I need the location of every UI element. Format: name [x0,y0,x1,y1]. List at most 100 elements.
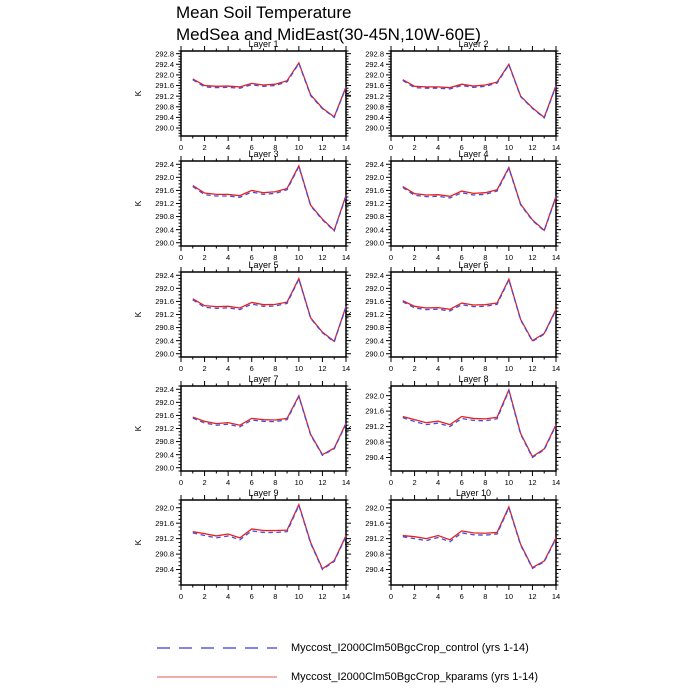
svg-text:290.0: 290.0 [155,124,174,133]
svg-text:290.8: 290.8 [365,323,384,332]
panel-title: Layer 10 [456,488,491,498]
legend-row-kparams: Myccost_I2000Clm50BgcCrop_kparams (yrs 1… [155,670,538,684]
svg-text:2: 2 [412,478,416,487]
panel-layer-4: Layer 4 0 2 4 6 8 10 12 14 290.0 290.4 290.8 291.2 29… [341,148,571,264]
svg-text:0: 0 [389,478,393,487]
svg-text:10: 10 [295,143,303,152]
svg-text:10: 10 [295,592,303,601]
svg-text:12: 12 [318,478,326,487]
legend-label-kparams: Myccost_I2000Clm50BgcCrop_kparams (yrs 1… [291,671,538,683]
panel-layer-5: Layer 5 0 2 4 6 8 10 12 14 290.0 290.4 290.8 291.2 29… [131,259,361,375]
kparams-line [192,164,347,232]
svg-text:2: 2 [412,364,416,373]
svg-text:8: 8 [483,592,487,601]
control-line [402,63,557,120]
svg-text:2: 2 [202,364,206,373]
figure-title: Mean Soil Temperature MedSea and MidEast(… [176,2,481,46]
svg-text:291.2: 291.2 [365,422,384,431]
kparams-line [402,505,557,569]
svg-text:290.0: 290.0 [365,124,384,133]
panel-title: Layer 7 [248,374,278,384]
panel-layer-10: Layer 10 0 2 4 6 8 10 12 14 290.4 290.8 291.2 291.6 2… [341,487,571,603]
svg-text:290.8: 290.8 [155,212,174,221]
svg-text:12: 12 [318,592,326,601]
svg-text:291.2: 291.2 [365,92,384,101]
svg-text:4: 4 [436,592,440,601]
svg-text:291.6: 291.6 [155,81,174,90]
svg-text:291.6: 291.6 [155,411,174,420]
solid-line-sample [157,676,277,678]
svg-text:14: 14 [342,143,350,152]
svg-text:14: 14 [552,364,560,373]
svg-text:291.6: 291.6 [365,519,384,528]
svg-text:4: 4 [226,478,230,487]
svg-text:292.0: 292.0 [365,391,384,400]
panel-layer-3: Layer 3 0 2 4 6 8 10 12 14 290.0 290.4 290.8 291.2 29… [131,148,361,264]
control-line [402,278,557,343]
svg-text:4: 4 [226,253,230,262]
svg-text:292.4: 292.4 [155,271,174,280]
svg-text:2: 2 [412,592,416,601]
svg-text:14: 14 [342,364,350,373]
svg-text:290.4: 290.4 [365,336,384,345]
svg-text:292.0: 292.0 [155,173,174,182]
svg-text:291.6: 291.6 [155,297,174,306]
svg-text:0: 0 [389,364,393,373]
svg-text:291.6: 291.6 [155,186,174,195]
kparams-line [402,165,557,232]
svg-text:0: 0 [179,592,183,601]
svg-text:290.4: 290.4 [365,113,384,122]
svg-text:6: 6 [460,253,464,262]
svg-text:4: 4 [436,143,440,152]
svg-text:291.2: 291.2 [155,424,174,433]
svg-text:290.8: 290.8 [365,438,384,447]
svg-text:292.4: 292.4 [155,60,174,69]
svg-text:8: 8 [273,364,277,373]
svg-text:4: 4 [226,592,230,601]
svg-text:290.8: 290.8 [365,550,384,559]
svg-text:12: 12 [528,364,536,373]
svg-text:292.8: 292.8 [155,49,174,58]
panel-title: Layer 2 [458,39,488,49]
svg-text:6: 6 [460,478,464,487]
svg-text:292.4: 292.4 [155,385,174,394]
svg-text:2: 2 [202,592,206,601]
svg-text:290.4: 290.4 [155,450,174,459]
kparams-line [192,394,347,456]
svg-text:6: 6 [460,143,464,152]
svg-text:14: 14 [342,253,350,262]
control-line [402,388,557,459]
svg-text:292.0: 292.0 [365,173,384,182]
svg-text:4: 4 [226,143,230,152]
svg-text:292.0: 292.0 [155,284,174,293]
svg-text:291.2: 291.2 [155,310,174,319]
svg-text:290.4: 290.4 [155,225,174,234]
svg-text:8: 8 [483,478,487,487]
svg-text:290.0: 290.0 [155,349,174,358]
svg-text:290.4: 290.4 [155,113,174,122]
svg-text:6: 6 [460,592,464,601]
svg-text:10: 10 [295,364,303,373]
svg-text:10: 10 [505,592,513,601]
svg-text:8: 8 [483,364,487,373]
panel-layer-8: Layer 8 0 2 4 6 8 10 12 14 290.4 290.8 291.2 291.6 29… [341,373,571,489]
svg-text:4: 4 [436,364,440,373]
svg-text:291.2: 291.2 [155,92,174,101]
svg-text:14: 14 [552,478,560,487]
svg-text:6: 6 [250,143,254,152]
svg-text:10: 10 [295,253,303,262]
y-axis-label: K [343,539,353,545]
svg-text:292.8: 292.8 [365,49,384,58]
svg-text:290.4: 290.4 [365,225,384,234]
kparams-line [402,387,557,458]
panel-title: Layer 4 [458,149,488,159]
svg-text:291.6: 291.6 [365,81,384,90]
svg-text:291.2: 291.2 [365,199,384,208]
svg-text:4: 4 [226,364,230,373]
svg-text:12: 12 [318,253,326,262]
svg-text:6: 6 [250,364,254,373]
panel-title: Layer 5 [248,260,278,270]
svg-text:2: 2 [202,478,206,487]
svg-text:290.4: 290.4 [155,336,174,345]
kparams-line [192,276,347,343]
